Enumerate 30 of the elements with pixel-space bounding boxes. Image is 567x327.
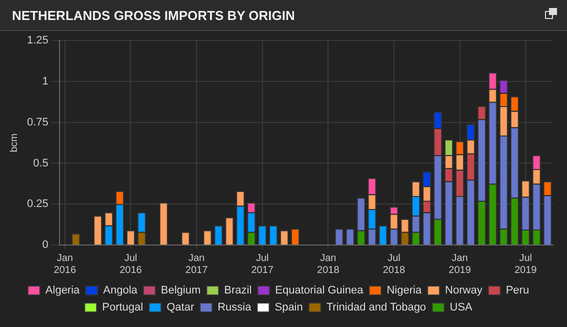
x-tick-label: Jan 2019 <box>448 252 472 276</box>
chart-title: NETHERLANDS GROSS IMPORTS BY ORIGIN <box>12 8 295 22</box>
legend-label: Angola <box>103 284 138 297</box>
legend-label: Norway <box>445 284 483 297</box>
legend-label: Belgium <box>160 284 201 297</box>
legend-label: Portugal <box>102 302 144 314</box>
legend-label: Brazil <box>224 284 252 297</box>
x-tick-label: Jul 2018 <box>382 252 406 276</box>
legend-label: Russia <box>218 302 252 314</box>
legend-label: Algeria <box>45 284 81 297</box>
y-tick-label: 0.5 <box>33 157 48 170</box>
y-tick-label: 0.75 <box>26 116 48 128</box>
x-tick-label: Jan 2017 <box>185 252 208 276</box>
y-axis-title: bcm <box>8 133 20 152</box>
y-tick-label: 0 <box>42 239 48 252</box>
y-tick-label: 1.25 <box>26 34 48 47</box>
x-tick-label: Jul 2017 <box>251 252 274 276</box>
legend-label: Trinidad and Tobago <box>326 302 426 314</box>
legend-label: Qatar <box>166 302 194 314</box>
x-tick-label: Jan 2018 <box>317 252 340 276</box>
y-tick-label: 0.25 <box>26 198 48 210</box>
legend-label: Peru <box>506 284 530 297</box>
x-tick-label: Jul 2019 <box>514 252 538 276</box>
legend-label: Equatorial Guinea <box>275 284 364 297</box>
legend-label: Spain <box>274 302 303 314</box>
x-tick-label: Jul 2016 <box>120 252 142 276</box>
y-tick-label: 1 <box>42 76 48 88</box>
legend-label: USA <box>450 302 474 314</box>
x-tick-label: Jan 2016 <box>54 252 76 276</box>
legend-label: Nigeria <box>386 284 422 297</box>
